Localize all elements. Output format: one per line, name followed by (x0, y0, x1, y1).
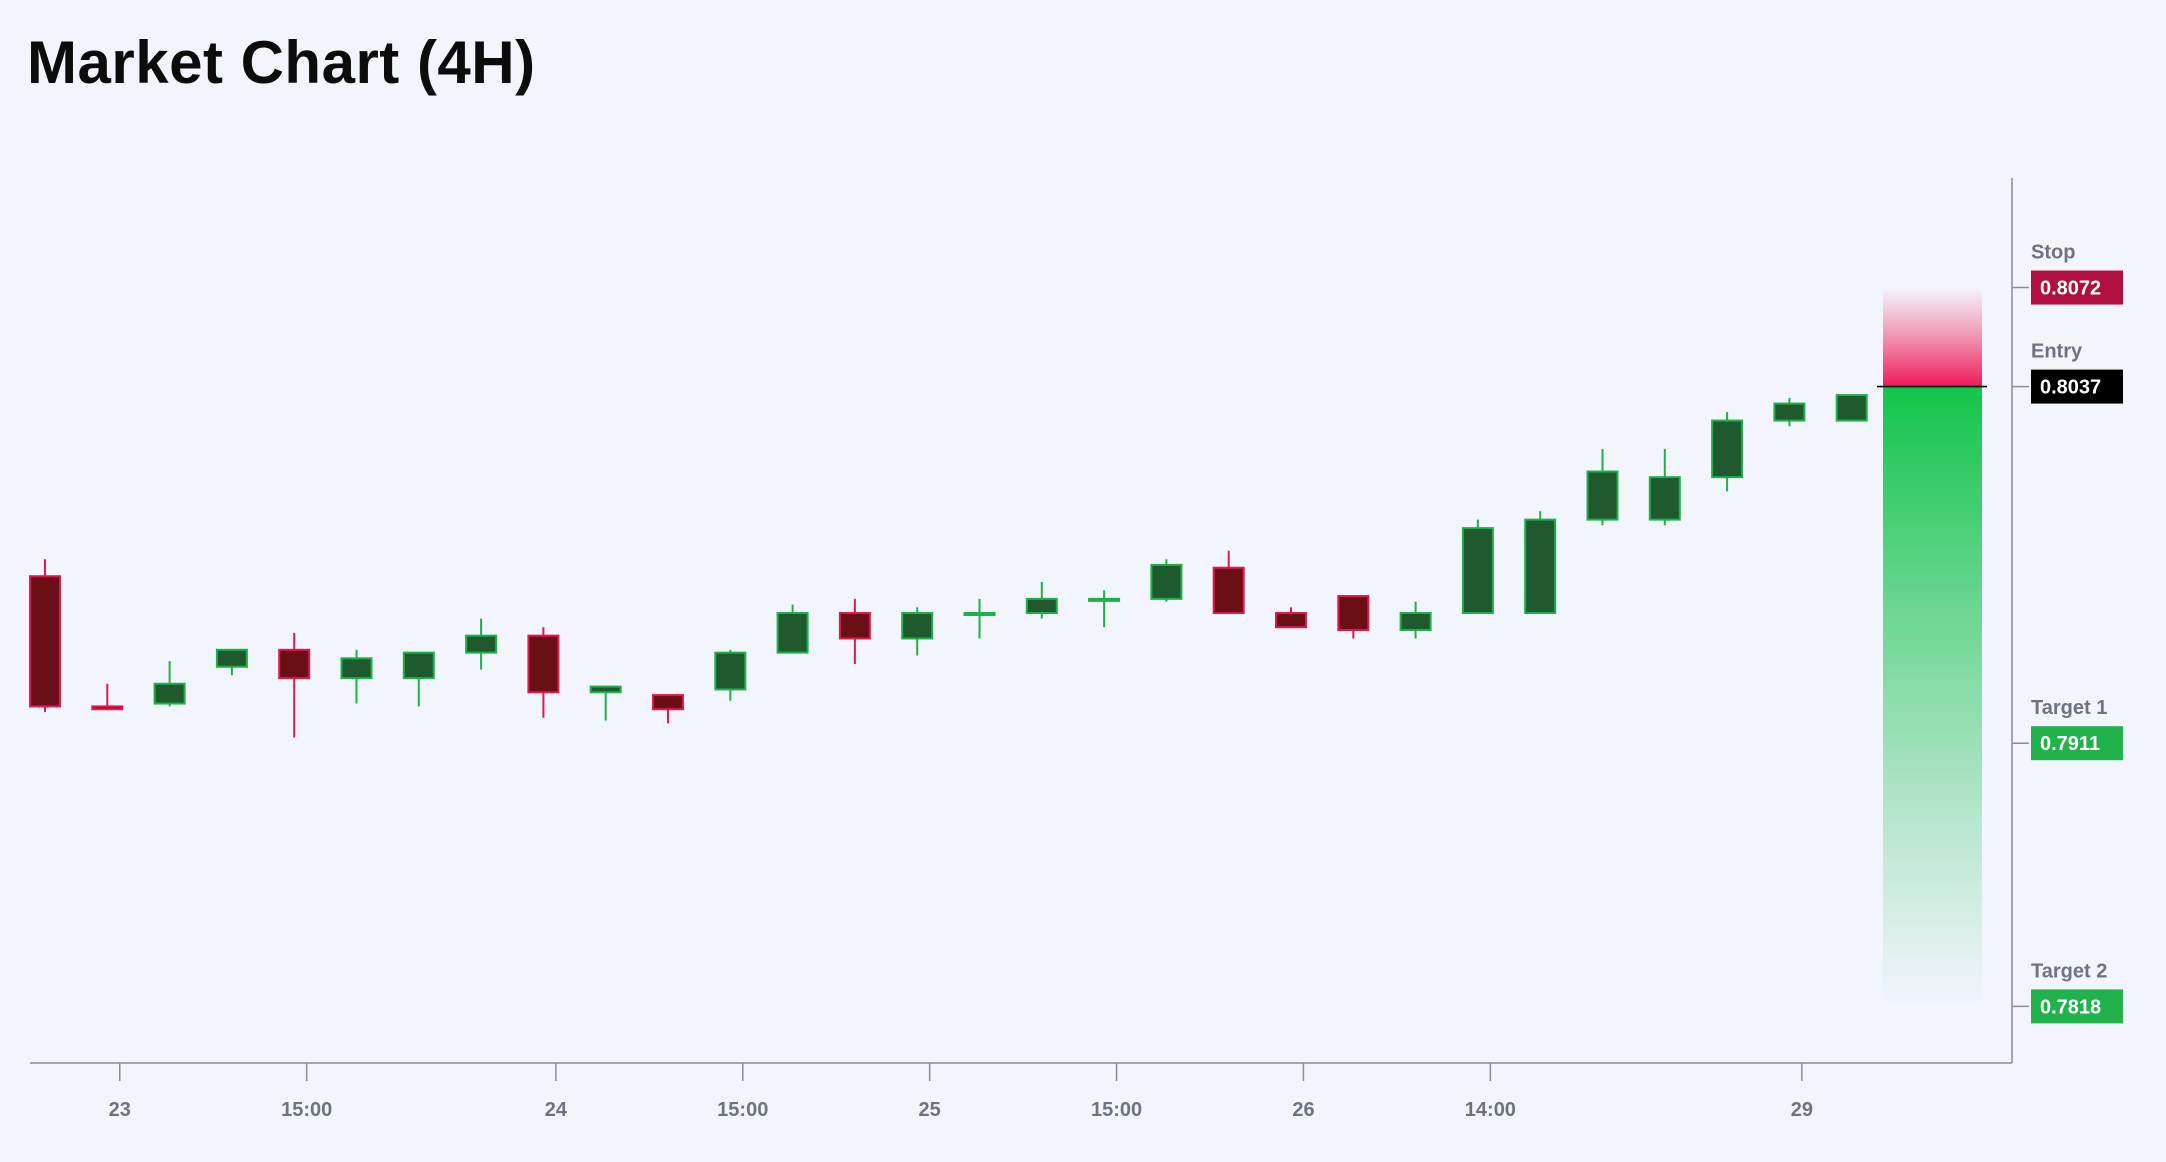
x-tick-label: 15:00 (1091, 1099, 1142, 1121)
candles (29, 394, 1868, 738)
candle (1773, 397, 1806, 427)
candle (278, 632, 311, 738)
candle-body (527, 634, 560, 694)
candle-body (776, 612, 809, 654)
level-value: 0.7911 (2040, 733, 2100, 755)
candle (91, 683, 124, 711)
candle-body (1586, 470, 1619, 521)
candle-body (1212, 566, 1245, 615)
candle (1337, 595, 1370, 639)
candle (402, 651, 435, 707)
candle (589, 685, 622, 721)
candle (1399, 601, 1432, 639)
candle-body (1275, 612, 1307, 629)
level-badge (2031, 270, 2123, 305)
candle (465, 618, 498, 670)
candle (776, 604, 809, 654)
candle-body (1150, 563, 1183, 600)
candle-body (153, 682, 186, 705)
candle-body (340, 657, 373, 680)
candle-body (1773, 402, 1806, 422)
stop-zone (1883, 287, 1982, 387)
level-value: 0.8072 (2040, 278, 2101, 300)
x-tick-label: 25 (919, 1099, 941, 1121)
candle-body (1524, 518, 1557, 615)
candle (1150, 559, 1183, 602)
level-name: Target 2 (2031, 960, 2107, 982)
candle-body (215, 648, 248, 668)
x-tick-label: 23 (109, 1099, 131, 1121)
x-tick-label: 26 (1292, 1099, 1314, 1121)
candle (1524, 511, 1557, 615)
x-tick-label: 24 (545, 1099, 568, 1121)
candle-body (963, 612, 996, 617)
trade-zone (1877, 287, 1987, 1007)
candle (1025, 581, 1058, 619)
candle (652, 694, 684, 724)
candle-body (1461, 527, 1494, 615)
candle (1648, 448, 1681, 526)
candle-body (901, 612, 934, 640)
level-value: 0.7818 (2040, 996, 2101, 1018)
x-tick-label: 14:00 (1465, 1099, 1516, 1121)
candle-body (1025, 597, 1058, 615)
candle-body (402, 651, 435, 680)
candle-body (1088, 597, 1121, 602)
candle (340, 649, 373, 704)
x-tick-label: 15:00 (281, 1099, 332, 1121)
candle (1835, 394, 1868, 422)
candle-body (838, 612, 871, 640)
level-badge (2031, 369, 2123, 404)
candle (1088, 590, 1121, 628)
level-value: 0.8037 (2040, 377, 2101, 399)
target-zone (1883, 386, 1982, 1007)
axes: 23 15:00 24 15:00 25 15:00 26 14:00 29 (30, 178, 2013, 1121)
candle (1711, 412, 1744, 492)
candle-body (589, 685, 622, 694)
candle-body (1399, 612, 1432, 631)
candle-body (278, 648, 311, 680)
candle (29, 559, 61, 713)
price-levels: Stop 0.8072 Entry 0.8037 Target 1 0.7911 Targe… (2012, 242, 2123, 1024)
candle-body (1835, 394, 1868, 422)
level-badge (2031, 989, 2123, 1024)
candle-body (1711, 419, 1744, 479)
candle (714, 649, 747, 701)
candle (838, 598, 871, 664)
candle-body (652, 694, 684, 711)
candle-body (29, 575, 61, 708)
candle (215, 648, 248, 676)
candle-body (465, 634, 498, 654)
candle (901, 607, 934, 656)
candle (527, 627, 560, 718)
candle-body (1337, 595, 1370, 631)
candle (1586, 448, 1619, 526)
candle-body (1648, 476, 1681, 521)
x-tick-label: 29 (1791, 1099, 1813, 1121)
candle-body (91, 705, 124, 711)
level-name: Stop (2031, 242, 2075, 264)
candle (1461, 519, 1494, 615)
level-name: Target 1 (2031, 697, 2107, 719)
candle (153, 661, 186, 707)
candle-body (714, 651, 747, 691)
candle (1212, 550, 1245, 615)
candle (1275, 607, 1307, 629)
chart-title: Market Chart (4H) (27, 29, 536, 96)
x-tick-label: 15:00 (717, 1099, 768, 1121)
level-badge (2031, 726, 2123, 761)
level-name: Entry (2031, 341, 2083, 363)
candle (963, 598, 996, 639)
